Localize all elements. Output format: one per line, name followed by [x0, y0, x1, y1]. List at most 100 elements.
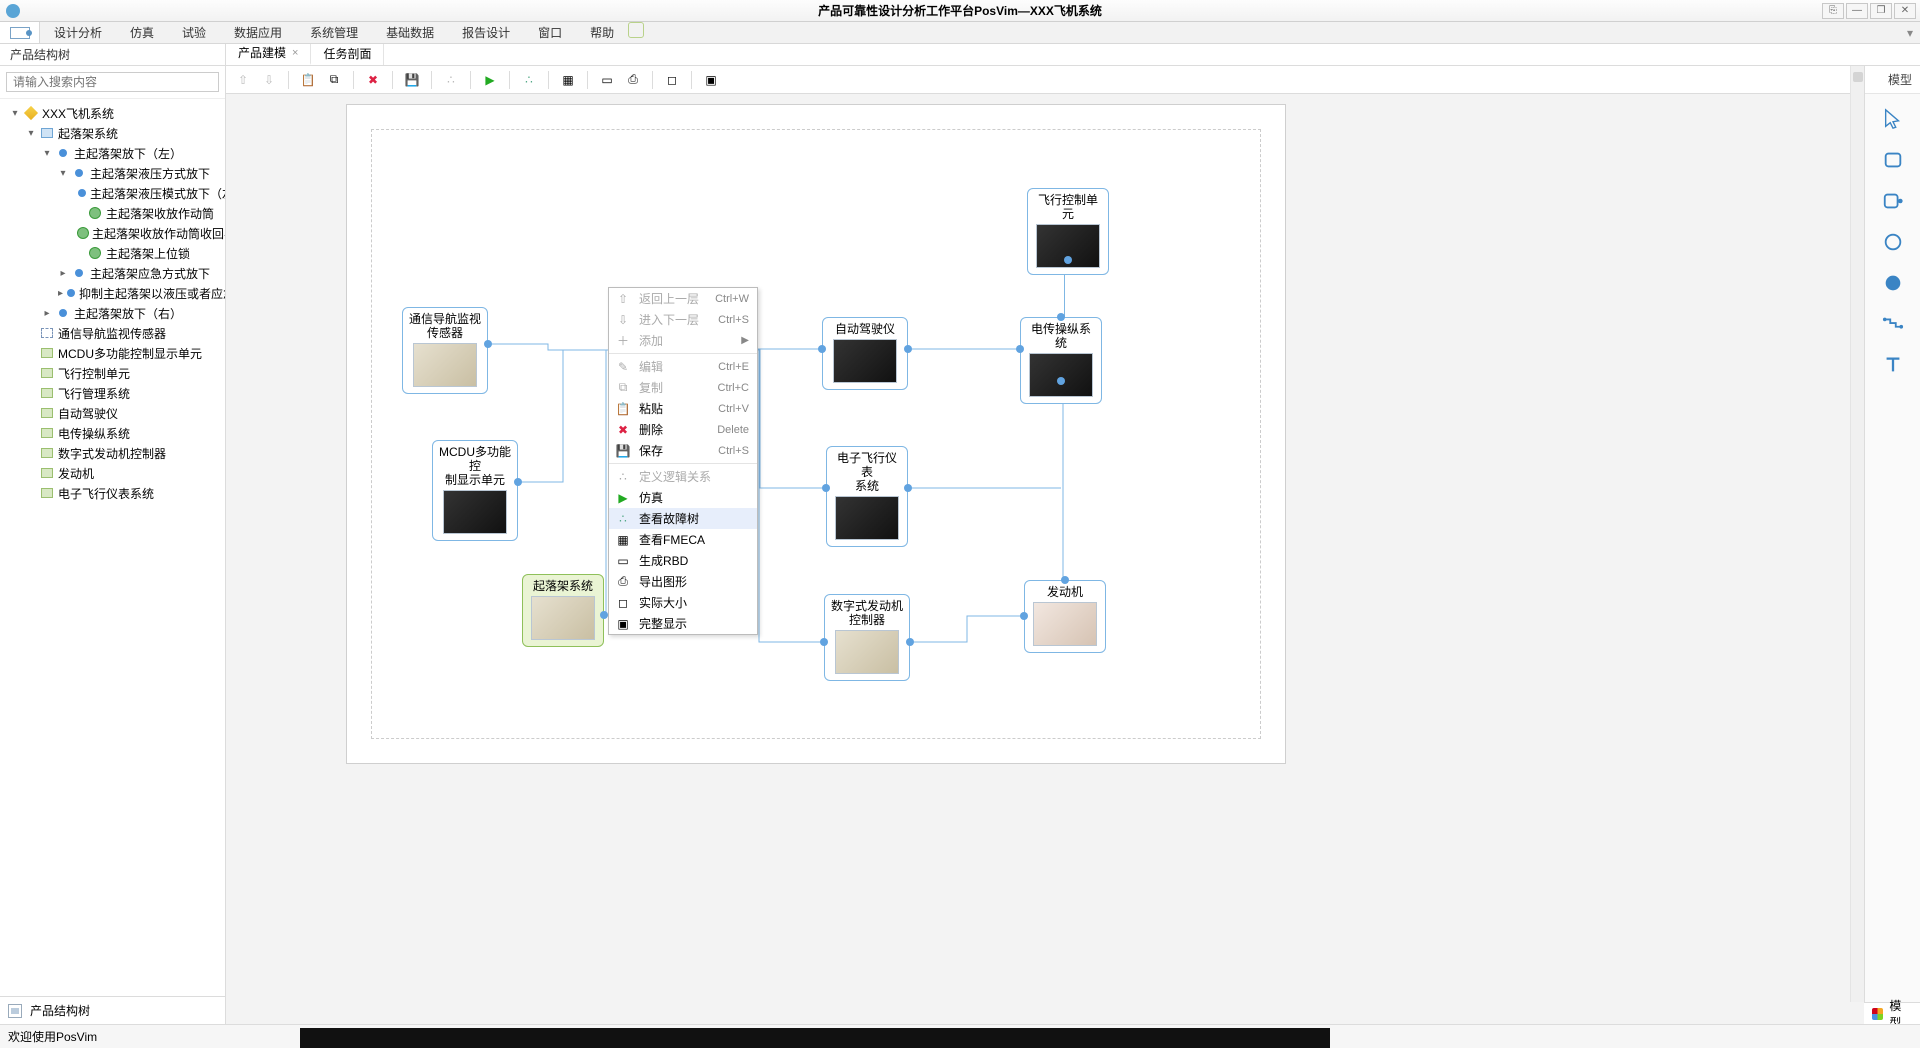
tool-connector-icon[interactable]	[1882, 313, 1904, 338]
node-port[interactable]	[484, 340, 492, 348]
context-menu-item[interactable]: ⎙导出图形	[609, 571, 757, 592]
context-menu-item[interactable]: ▣完整显示	[609, 613, 757, 634]
node-port[interactable]	[1064, 256, 1072, 264]
node-port[interactable]	[904, 484, 912, 492]
menu-item[interactable]: 窗口	[524, 22, 576, 44]
context-menu-item[interactable]: 📋粘贴Ctrl+V	[609, 398, 757, 419]
window-button-restore-down[interactable]: ⎘	[1822, 3, 1844, 19]
menu-item[interactable]: 报告设计	[448, 22, 524, 44]
nav-down-icon[interactable]: ⇩	[258, 69, 280, 91]
diagram-node[interactable]: MCDU多功能控 制显示单元	[432, 440, 518, 541]
editor-tab[interactable]: 产品建模×	[226, 44, 311, 65]
diagram-node[interactable]: 起落架系统	[522, 574, 604, 647]
tree-item[interactable]: 飞行管理系统	[4, 383, 225, 403]
run-icon[interactable]: ▶	[479, 69, 501, 91]
tree-item[interactable]: ▾起落架系统	[4, 123, 225, 143]
menu-item[interactable]: 仿真	[116, 22, 168, 44]
context-menu-item[interactable]: ▦查看FMECA	[609, 529, 757, 550]
close-icon[interactable]: ×	[292, 43, 298, 64]
tree-item[interactable]: 电子飞行仪表系统	[4, 483, 225, 503]
product-tree[interactable]: ▾XXX飞机系统▾起落架系统▾主起落架放下（左）▾主起落架液压方式放下主起落架液…	[0, 99, 225, 996]
tree-item[interactable]: ▾主起落架液压方式放下	[4, 163, 225, 183]
context-menu-item[interactable]: ▶仿真	[609, 487, 757, 508]
tree-item[interactable]: 主起落架收放作动筒收回与...	[4, 223, 225, 243]
zoom-actual-icon[interactable]: ◻	[661, 69, 683, 91]
copy-icon[interactable]: ⧉	[323, 69, 345, 91]
tree-item[interactable]: ▾主起落架放下（左）	[4, 143, 225, 163]
tree-item[interactable]: 飞行控制单元	[4, 363, 225, 383]
sidebar-bottom-tab[interactable]: 产品结构树	[0, 996, 225, 1024]
menu-item[interactable]: 基础数据	[372, 22, 448, 44]
window-button-maximize[interactable]: ❐	[1870, 3, 1892, 19]
tree-item[interactable]: ▸主起落架应急方式放下	[4, 263, 225, 283]
node-port[interactable]	[1057, 377, 1065, 385]
menu-item[interactable]: 数据应用	[220, 22, 296, 44]
diagram-node[interactable]: 自动驾驶仪	[822, 317, 908, 390]
node-port[interactable]	[1061, 576, 1069, 584]
tool-text-icon[interactable]	[1882, 354, 1904, 379]
caret-icon[interactable]: ▸	[58, 288, 63, 299]
tree-item[interactable]: ▾XXX飞机系统	[4, 103, 225, 123]
tool-circle-icon[interactable]	[1882, 231, 1904, 256]
diagram-node[interactable]: 数字式发动机 控制器	[824, 594, 910, 681]
context-menu-item[interactable]: ✖删除Delete	[609, 419, 757, 440]
model-bar[interactable]: 模型	[1864, 1002, 1920, 1024]
caret-icon[interactable]: ▸	[42, 308, 52, 319]
node-port[interactable]	[1020, 612, 1028, 620]
search-input[interactable]	[6, 72, 219, 92]
vertical-scrollbar[interactable]	[1850, 66, 1864, 1002]
export-icon[interactable]: ⎙	[622, 69, 644, 91]
zoom-fit-icon[interactable]: ▣	[700, 69, 722, 91]
delete-icon[interactable]: ✖	[362, 69, 384, 91]
menu-item[interactable]: 试验	[168, 22, 220, 44]
caret-icon[interactable]: ▾	[42, 148, 52, 159]
tree-item[interactable]: 发动机	[4, 463, 225, 483]
caret-icon[interactable]: ▾	[26, 128, 36, 139]
save-icon[interactable]: 💾	[401, 69, 423, 91]
tree-item[interactable]: 电传操纵系统	[4, 423, 225, 443]
fmeca-icon[interactable]: ▦	[557, 69, 579, 91]
diagram-node[interactable]: 发动机	[1024, 580, 1106, 653]
node-port[interactable]	[822, 484, 830, 492]
tree-item[interactable]: MCDU多功能控制显示单元	[4, 343, 225, 363]
editor-tab[interactable]: 任务剖面	[311, 44, 384, 65]
caret-icon[interactable]: ▾	[58, 168, 68, 179]
tree-item[interactable]: 数字式发动机控制器	[4, 443, 225, 463]
tool-circle-fill-icon[interactable]	[1882, 272, 1904, 297]
context-menu-item[interactable]: ◻实际大小	[609, 592, 757, 613]
menu-item[interactable]: 设计分析	[40, 22, 116, 44]
node-port[interactable]	[818, 345, 826, 353]
node-port[interactable]	[820, 638, 828, 646]
tree-item[interactable]: 自动驾驶仪	[4, 403, 225, 423]
fault-tree-icon[interactable]: ∴	[518, 69, 540, 91]
tree-item[interactable]: ▸主起落架放下（右）	[4, 303, 225, 323]
tool-rect-port-icon[interactable]	[1882, 190, 1904, 215]
node-port[interactable]	[514, 478, 522, 486]
nav-up-icon[interactable]: ⇧	[232, 69, 254, 91]
menu-dropdown-icon[interactable]: ▾	[1900, 22, 1920, 43]
node-port[interactable]	[904, 345, 912, 353]
canvas-inner[interactable]: 通信导航监视 传感器MCDU多功能控 制显示单元起落架系统飞行控制单元自动驾驶仪…	[371, 129, 1261, 739]
tree-item[interactable]: ▸抑制主起落架以液压或者应急模...	[4, 283, 225, 303]
diagram-node[interactable]: 通信导航监视 传感器	[402, 307, 488, 394]
node-port[interactable]	[1016, 345, 1024, 353]
tree-item[interactable]: 主起落架液压模式放下（左）	[4, 183, 225, 203]
menu-item[interactable]: 系统管理	[296, 22, 372, 44]
tree-item[interactable]: 主起落架上位锁	[4, 243, 225, 263]
canvas-scroll[interactable]: 通信导航监视 传感器MCDU多功能控 制显示单元起落架系统飞行控制单元自动驾驶仪…	[226, 94, 1864, 1024]
app-menu-button[interactable]	[0, 22, 40, 43]
node-port[interactable]	[906, 638, 914, 646]
caret-icon[interactable]: ▾	[10, 108, 20, 119]
logic-icon[interactable]: ∴	[440, 69, 462, 91]
diagram-node[interactable]: 电传操纵系统	[1020, 317, 1102, 404]
diagram-node[interactable]: 电子飞行仪表 系统	[826, 446, 908, 547]
tree-item[interactable]: 主起落架收放作动筒	[4, 203, 225, 223]
context-menu-item[interactable]: ∴查看故障树	[609, 508, 757, 529]
window-button-minimize[interactable]: —	[1846, 3, 1868, 19]
context-menu-item[interactable]: ▭生成RBD	[609, 550, 757, 571]
tree-item[interactable]: 通信导航监视传感器	[4, 323, 225, 343]
window-button-close[interactable]: ✕	[1894, 3, 1916, 19]
preferences-icon[interactable]	[628, 22, 644, 38]
node-port[interactable]	[600, 611, 608, 619]
menu-item[interactable]: 帮助	[576, 22, 628, 44]
